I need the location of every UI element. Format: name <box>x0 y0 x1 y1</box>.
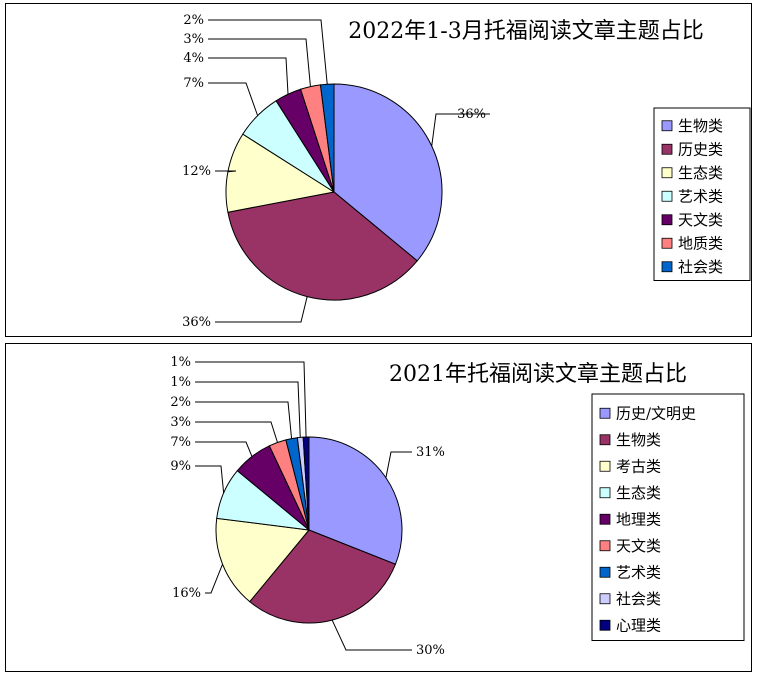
legend-item: 天文类 <box>599 537 661 555</box>
legend-label: 心理类 <box>616 616 661 634</box>
leader-line <box>215 170 237 173</box>
leader-line <box>195 361 307 438</box>
legend-swatch <box>599 487 611 499</box>
legend-item: 生态类 <box>661 164 723 182</box>
leader-line <box>195 401 293 439</box>
data-label: 7% <box>183 76 204 91</box>
legend-item: 艺术类 <box>661 187 723 205</box>
pie-labels: 31% 30% 16% 9% 7% 3% 2% 1% 1% <box>170 355 445 658</box>
legend-label: 历史/文明史 <box>616 404 696 422</box>
legend-label: 天文类 <box>678 211 723 229</box>
legend-label: 天文类 <box>616 537 661 555</box>
data-label: 36% <box>182 315 211 330</box>
legend-swatch <box>599 593 611 605</box>
data-label: 1% <box>170 375 191 390</box>
data-label: 1% <box>170 355 191 370</box>
pie-labels: 36% 36% 12% 7% 4% 3% 2% <box>182 13 490 330</box>
data-label: 30% <box>416 643 445 658</box>
legend-item: 生物类 <box>661 117 723 135</box>
leader-line <box>208 57 289 95</box>
legend-swatch <box>661 167 673 179</box>
chart-panel-2021: 2021年托福阅读文章主题占比 31% 30% 16% 9% 7% 3% 2% 1% 1% 历史/… <box>5 343 752 672</box>
legend-label: 地理类 <box>616 510 661 528</box>
legend-item: 地质类 <box>661 234 723 252</box>
pie-chart-2021: 2021年托福阅读文章主题占比 31% 30% 16% 9% 7% 3% 2% 1% 1% 历史/… <box>170 355 745 658</box>
legend-swatch <box>599 619 611 631</box>
leader-line <box>205 564 223 594</box>
legend-swatch <box>599 540 611 552</box>
pie-slice <box>333 83 443 262</box>
legend-swatch <box>599 407 611 419</box>
legend-label: 生物类 <box>616 431 661 449</box>
legend-item: 艺术类 <box>599 563 661 581</box>
legend-label: 生态类 <box>616 484 661 502</box>
legend-swatch <box>599 434 611 446</box>
legend-item: 生物类 <box>599 431 661 449</box>
data-label: 9% <box>170 459 191 474</box>
legend-label: 艺术类 <box>616 563 661 581</box>
leader-line <box>215 296 308 323</box>
legend-label: 社会类 <box>678 258 723 276</box>
chart-title: 2022年1-3月托福阅读文章主题占比 <box>348 19 703 44</box>
legend-swatch <box>661 261 673 273</box>
legend-item: 社会类 <box>661 258 723 276</box>
legend-box <box>591 393 745 641</box>
legend-swatch <box>661 214 673 226</box>
legend-label: 历史类 <box>678 140 723 158</box>
leader-line <box>431 113 490 147</box>
pie-slice <box>308 436 403 565</box>
leader-line <box>208 19 328 85</box>
data-label: 36% <box>457 107 486 122</box>
leader-line <box>195 465 225 494</box>
legend-label: 生态类 <box>678 164 723 182</box>
legend-label: 艺术类 <box>678 187 723 205</box>
leader-line <box>195 421 278 443</box>
data-label: 16% <box>172 586 201 601</box>
legend-item: 社会类 <box>599 590 661 608</box>
legend-label: 地质类 <box>678 234 723 252</box>
pie-slice <box>249 529 397 624</box>
legend-swatch <box>599 566 611 578</box>
legend-item: 历史/文明史 <box>599 404 696 422</box>
legend-swatch <box>599 513 611 525</box>
leader-line <box>208 82 259 116</box>
legend-item: 天文类 <box>661 211 723 229</box>
data-label: 3% <box>170 415 191 430</box>
data-label: 3% <box>183 32 204 47</box>
data-label: 2% <box>170 395 191 410</box>
pie-chart-2022: 2022年1-3月托福阅读文章主题占比 36% 36% 12% 7% 4% 3% 2% 生物类… <box>182 13 751 330</box>
leader-line <box>195 441 253 457</box>
legend-label: 考古类 <box>616 457 661 475</box>
legend-item: 考古类 <box>599 457 661 475</box>
legend-swatch <box>661 120 673 132</box>
leader-line <box>331 619 412 651</box>
pie-slices <box>225 83 443 301</box>
pie-slice <box>227 191 418 301</box>
data-label: 31% <box>416 445 445 460</box>
chart-title: 2021年托福阅读文章主题占比 <box>389 362 687 387</box>
legend-item: 历史类 <box>661 140 723 158</box>
data-label: 7% <box>170 435 191 450</box>
leader-line <box>195 381 301 438</box>
data-label: 12% <box>182 164 211 179</box>
legend-label: 社会类 <box>616 590 661 608</box>
pie-slices <box>215 436 403 624</box>
legend-item: 生态类 <box>599 484 661 502</box>
legend-item: 心理类 <box>599 616 661 634</box>
data-label: 2% <box>183 13 204 28</box>
legend-swatch <box>599 460 611 472</box>
legend-swatch <box>661 237 673 249</box>
data-label: 4% <box>183 51 204 66</box>
legend-swatch <box>661 190 673 202</box>
legend-label: 生物类 <box>678 117 723 135</box>
chart-panel-2022: 2022年1-3月托福阅读文章主题占比 36% 36% 12% 7% 4% 3% 2% 生物类… <box>5 3 752 337</box>
leader-line <box>208 38 311 87</box>
legend-item: 地理类 <box>599 510 661 528</box>
legend-swatch <box>661 143 673 155</box>
leader-line <box>385 451 412 478</box>
